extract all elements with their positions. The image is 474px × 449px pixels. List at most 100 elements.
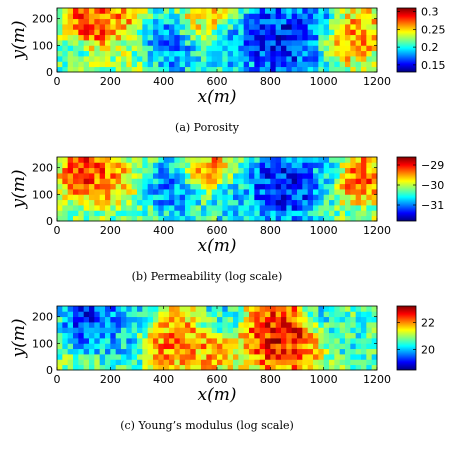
porosity-cell	[105, 8, 111, 14]
youngs-modulus-cell	[334, 354, 341, 360]
youngs-modulus-cell	[126, 364, 133, 371]
porosity-caption: (a) Porosity	[175, 121, 240, 134]
porosity-cell	[345, 40, 351, 46]
porosity-cell	[62, 8, 69, 14]
youngs-modulus-cell	[227, 343, 234, 350]
permeability-cell	[142, 183, 149, 190]
permeability-cell	[126, 162, 133, 169]
permeability-cell	[286, 183, 293, 190]
permeability-cell	[313, 167, 319, 174]
youngs-modulus-cell	[345, 338, 351, 344]
youngs-modulus-cell	[334, 348, 341, 355]
porosity-cell	[307, 45, 314, 52]
youngs-modulus-cell	[313, 332, 319, 339]
youngs-modulus-cell	[307, 332, 314, 339]
permeability-y-tick-label: 0	[46, 215, 53, 228]
permeability-cell	[99, 205, 106, 211]
permeability-cell	[179, 173, 186, 179]
porosity-cell	[371, 24, 378, 30]
permeability-cell	[323, 162, 330, 169]
permeability-cell	[142, 167, 149, 174]
youngs-modulus-cell	[334, 322, 341, 328]
permeability-cell	[131, 167, 138, 174]
youngs-modulus-cell	[291, 364, 298, 371]
youngs-modulus-cell	[105, 306, 111, 312]
youngs-modulus-cell	[366, 306, 373, 312]
youngs-modulus-cell	[211, 338, 218, 344]
porosity-cell	[323, 18, 330, 25]
youngs-modulus-cell	[142, 338, 149, 344]
porosity-cell	[318, 40, 325, 46]
youngs-modulus-cell	[94, 338, 101, 344]
permeability-cell	[185, 167, 191, 174]
permeability-cell	[62, 205, 69, 211]
porosity-cell	[249, 40, 255, 46]
porosity-cell	[323, 45, 330, 52]
permeability-cell	[233, 178, 239, 185]
permeability-cell	[78, 194, 85, 201]
porosity-cell	[355, 18, 362, 25]
permeability-cell	[334, 210, 341, 217]
permeability-cell	[286, 205, 293, 211]
youngs-modulus-cell	[99, 359, 106, 366]
porosity-cell	[345, 50, 351, 57]
porosity-cell	[163, 8, 170, 14]
porosity-cell	[355, 13, 362, 20]
porosity-cell	[265, 24, 271, 30]
permeability-cell	[163, 157, 170, 163]
porosity-cell	[57, 13, 63, 20]
porosity-cell	[67, 45, 74, 52]
porosity-cell	[89, 61, 95, 68]
youngs-modulus-cell	[201, 306, 207, 312]
youngs-modulus-cell	[195, 332, 202, 339]
porosity-cell	[211, 56, 218, 62]
permeability-cell	[131, 162, 138, 169]
youngs-modulus-cell	[318, 364, 325, 371]
youngs-modulus-cell	[174, 322, 181, 328]
permeability-cell	[249, 215, 255, 222]
permeability-cell	[126, 167, 133, 174]
youngs-modulus-cell	[254, 338, 261, 344]
youngs-modulus-cell	[329, 306, 335, 312]
youngs-modulus-cell	[329, 354, 335, 360]
porosity-cell	[329, 45, 335, 52]
youngs-modulus-cell	[329, 316, 335, 323]
porosity-cell	[99, 34, 106, 41]
permeability-cell	[190, 210, 197, 217]
porosity-cell	[137, 50, 143, 57]
permeability-cell	[78, 173, 85, 179]
permeability-cell	[233, 162, 239, 169]
porosity-cell	[158, 13, 165, 20]
porosity-cell	[259, 56, 266, 62]
porosity-cell	[302, 40, 309, 46]
porosity-cell	[110, 61, 117, 68]
porosity-cell	[345, 56, 351, 62]
permeability-cell	[201, 189, 207, 195]
permeability-cell	[121, 167, 127, 174]
porosity-cell	[158, 29, 165, 36]
youngs-modulus-cell	[275, 354, 282, 360]
youngs-modulus-cell	[361, 316, 367, 323]
permeability-cell	[329, 215, 335, 222]
youngs-modulus-cell	[57, 338, 63, 344]
porosity-cell	[350, 56, 357, 62]
permeability-cell	[286, 189, 293, 195]
porosity-cell	[131, 61, 138, 68]
youngs-modulus-cell	[131, 338, 138, 344]
youngs-modulus-cell	[131, 311, 138, 318]
youngs-modulus-cell	[339, 306, 346, 312]
youngs-modulus-cell	[318, 322, 325, 328]
porosity-cell	[185, 56, 191, 62]
permeability-cell	[211, 194, 218, 201]
porosity-cell	[233, 61, 239, 68]
youngs-modulus-cell	[115, 316, 122, 323]
youngs-modulus-cell	[121, 359, 127, 366]
youngs-modulus-cell	[281, 354, 287, 360]
porosity-cell	[222, 66, 229, 73]
porosity-cell	[345, 66, 351, 73]
youngs-modulus-cell	[238, 332, 245, 339]
youngs-modulus-cell	[137, 348, 143, 355]
porosity-cell	[174, 66, 181, 73]
porosity-cell	[163, 34, 170, 41]
youngs-modulus-cell	[302, 359, 309, 366]
